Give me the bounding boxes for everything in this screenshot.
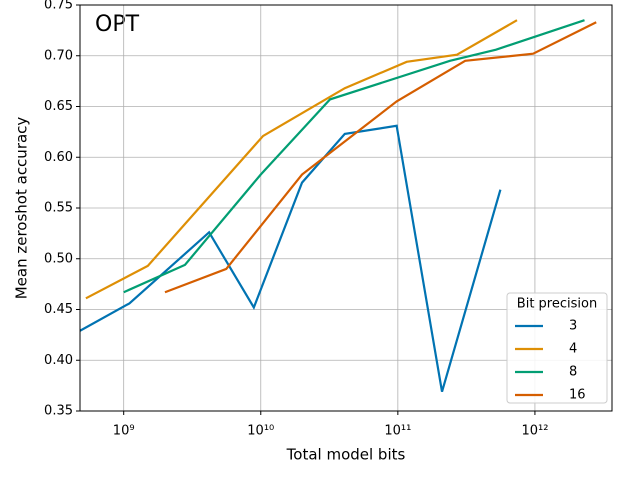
chart-annotation: OPT — [95, 12, 140, 37]
x-axis-label: Total model bits — [286, 446, 406, 464]
x-tick-label: 10¹¹ — [384, 424, 411, 439]
x-tick-label: 10¹² — [521, 424, 548, 439]
x-tick-label: 10⁹ — [113, 424, 135, 439]
y-tick-label: 0.50 — [44, 251, 73, 266]
legend-box — [506, 292, 608, 404]
y-tick-label: 0.70 — [44, 48, 73, 63]
series-line — [164, 21, 597, 294]
series-line — [123, 19, 585, 294]
y-tick-label: 0.35 — [44, 404, 73, 419]
legend-title: Bit precision — [517, 297, 597, 312]
legend-label: 4 — [569, 342, 577, 357]
y-tick-label: 0.60 — [44, 150, 73, 165]
series-line — [85, 19, 518, 300]
legend-label: 16 — [569, 388, 586, 403]
plot-frame — [79, 4, 613, 412]
y-tick-label: 0.45 — [44, 302, 73, 317]
y-tick-label: 0.55 — [44, 201, 73, 216]
y-tick-label: 0.65 — [44, 99, 73, 114]
y-tick-label: 0.40 — [44, 353, 73, 368]
y-tick-label: 0.75 — [44, 0, 73, 13]
legend-label: 3 — [569, 319, 577, 334]
y-axis-label: Mean zeroshot accuracy — [13, 117, 31, 300]
series-line — [80, 124, 502, 393]
x-tick-label: 10¹⁰ — [247, 424, 274, 439]
legend-label: 8 — [569, 365, 577, 380]
